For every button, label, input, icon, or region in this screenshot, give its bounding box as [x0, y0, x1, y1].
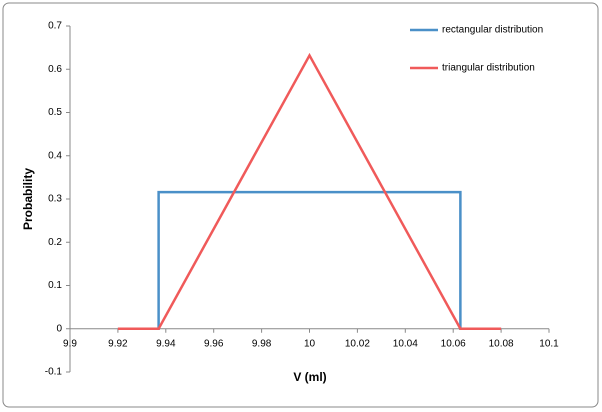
legend-label: triangular distribution: [442, 63, 535, 74]
y-axis-title: Probability: [21, 168, 35, 230]
x-tick-label: 9.94: [156, 338, 176, 349]
y-tick-label: 0.6: [48, 64, 62, 75]
x-tick-label: 9.92: [108, 338, 128, 349]
y-tick-label: 0.4: [48, 150, 62, 161]
x-tick-label: 10.06: [441, 338, 466, 349]
x-tick-label: 9.96: [204, 338, 224, 349]
y-tick-label: 0.3: [48, 194, 62, 205]
x-tick-label: 10.08: [489, 338, 514, 349]
x-tick-label: 9.98: [252, 338, 272, 349]
x-tick-label: 10.02: [345, 338, 370, 349]
series-line: [117, 52, 502, 330]
y-tick-label: 0.5: [48, 107, 62, 118]
x-tick-label: 10.04: [393, 338, 418, 349]
x-tick-label: 10: [304, 338, 316, 349]
x-tick-label: 9.9: [63, 338, 77, 349]
legend-label: rectangular distribution: [442, 25, 543, 36]
y-tick-label: 0.2: [48, 237, 62, 248]
x-tick-label: 10.1: [539, 338, 559, 349]
x-axis-title: V (ml): [293, 370, 326, 384]
y-tick-label: -0.1: [45, 367, 63, 378]
y-tick-label: 0.1: [48, 280, 62, 291]
y-tick-label: 0.7: [48, 21, 62, 32]
y-tick-label: 0: [56, 323, 62, 334]
